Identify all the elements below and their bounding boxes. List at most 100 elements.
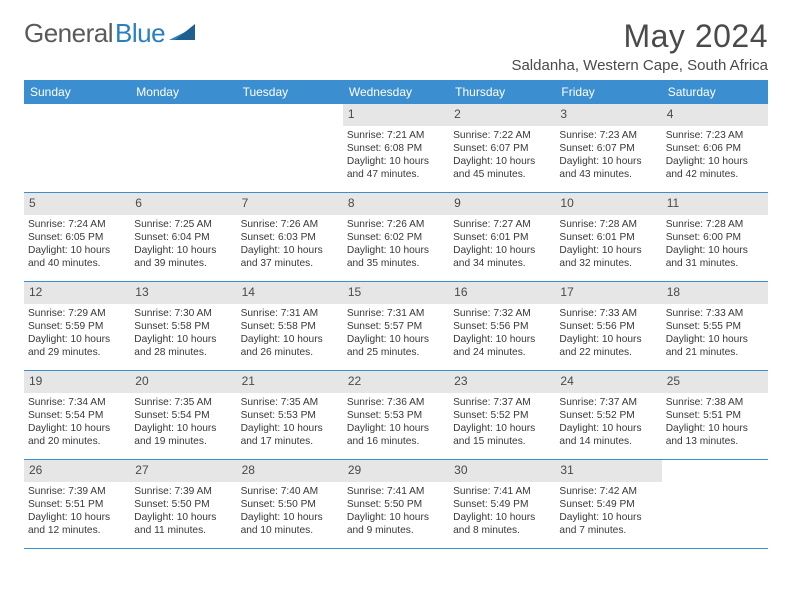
week-row: ...1Sunrise: 7:21 AMSunset: 6:08 PMDayli…: [24, 104, 768, 193]
day-number: 11: [662, 193, 768, 215]
dow-friday: Friday: [555, 80, 661, 104]
day-cell: 21Sunrise: 7:35 AMSunset: 5:53 PMDayligh…: [237, 371, 343, 459]
header: GeneralBlue May 2024 Saldanha, Western C…: [24, 18, 768, 74]
sunrise-text: Sunrise: 7:33 AM: [666, 307, 764, 320]
calendar-page: GeneralBlue May 2024 Saldanha, Western C…: [0, 0, 792, 549]
sunrise-text: Sunrise: 7:34 AM: [28, 396, 126, 409]
sunset-text: Sunset: 5:57 PM: [347, 320, 445, 333]
daylight-text: Daylight: 10 hours and 45 minutes.: [453, 155, 551, 182]
sunset-text: Sunset: 6:08 PM: [347, 142, 445, 155]
sunset-text: Sunset: 5:49 PM: [453, 498, 551, 511]
dow-sunday: Sunday: [24, 80, 130, 104]
day-number: 29: [343, 460, 449, 482]
daylight-text: Daylight: 10 hours and 14 minutes.: [559, 422, 657, 449]
sunset-text: Sunset: 5:54 PM: [134, 409, 232, 422]
dow-saturday: Saturday: [662, 80, 768, 104]
sunrise-text: Sunrise: 7:38 AM: [666, 396, 764, 409]
daylight-text: Daylight: 10 hours and 40 minutes.: [28, 244, 126, 271]
sunset-text: Sunset: 5:51 PM: [666, 409, 764, 422]
day-cell: 27Sunrise: 7:39 AMSunset: 5:50 PMDayligh…: [130, 460, 236, 548]
day-cell: 25 Sunrise: 7:38 AMSunset: 5:51 PMDayligh…: [662, 371, 768, 459]
day-number: 10: [555, 193, 661, 215]
sunset-text: Sunset: 5:56 PM: [453, 320, 551, 333]
daylight-text: Daylight: 10 hours and 13 minutes.: [666, 422, 764, 449]
daylight-text: Daylight: 10 hours and 28 minutes.: [134, 333, 232, 360]
day-cell: 18Sunrise: 7:33 AMSunset: 5:55 PMDayligh…: [662, 282, 768, 370]
sunrise-text: Sunrise: 7:28 AM: [559, 218, 657, 231]
sunrise-text: Sunrise: 7:24 AM: [28, 218, 126, 231]
sunrise-text: Sunrise: 7:36 AM: [347, 396, 445, 409]
daylight-text: Daylight: 10 hours and 26 minutes.: [241, 333, 339, 360]
sunrise-text: Sunrise: 7:22 AM: [453, 129, 551, 142]
sunset-text: Sunset: 5:53 PM: [347, 409, 445, 422]
daylight-text: Daylight: 10 hours and 25 minutes.: [347, 333, 445, 360]
day-cell: 10Sunrise: 7:28 AMSunset: 6:01 PMDayligh…: [555, 193, 661, 281]
week-row: 12Sunrise: 7:29 AMSunset: 5:59 PMDayligh…: [24, 282, 768, 371]
sunrise-text: Sunrise: 7:31 AM: [241, 307, 339, 320]
day-number: 17: [555, 282, 661, 304]
day-cell: 15 Sunrise: 7:31 AMSunset: 5:57 PMDayligh…: [343, 282, 449, 370]
daylight-text: Daylight: 10 hours and 24 minutes.: [453, 333, 551, 360]
day-cell: 14Sunrise: 7:31 AMSunset: 5:58 PMDayligh…: [237, 282, 343, 370]
day-cell: 22Sunrise: 7:36 AMSunset: 5:53 PMDayligh…: [343, 371, 449, 459]
day-number: 15: [343, 282, 449, 304]
sunset-text: Sunset: 5:52 PM: [453, 409, 551, 422]
sunrise-text: Sunrise: 7:32 AM: [453, 307, 551, 320]
dow-thursday: Thursday: [449, 80, 555, 104]
day-cell: 23Sunrise: 7:37 AMSunset: 5:52 PMDayligh…: [449, 371, 555, 459]
day-cell: 1Sunrise: 7:21 AMSunset: 6:08 PMDaylight…: [343, 104, 449, 192]
sunrise-text: Sunrise: 7:33 AM: [559, 307, 657, 320]
daylight-text: Daylight: 10 hours and 34 minutes.: [453, 244, 551, 271]
day-number: 19: [24, 371, 130, 393]
sunset-text: Sunset: 5:53 PM: [241, 409, 339, 422]
sunset-text: Sunset: 5:56 PM: [559, 320, 657, 333]
sunrise-text: Sunrise: 7:35 AM: [134, 396, 232, 409]
calendar-grid: Sunday Monday Tuesday Wednesday Thursday…: [24, 80, 768, 549]
day-cell: 17Sunrise: 7:33 AMSunset: 5:56 PMDayligh…: [555, 282, 661, 370]
day-number: 13: [130, 282, 236, 304]
sunrise-text: Sunrise: 7:31 AM: [347, 307, 445, 320]
sunset-text: Sunset: 6:00 PM: [666, 231, 764, 244]
day-number: 16: [449, 282, 555, 304]
sunrise-text: Sunrise: 7:37 AM: [453, 396, 551, 409]
sunrise-text: Sunrise: 7:23 AM: [559, 129, 657, 142]
daylight-text: Daylight: 10 hours and 42 minutes.: [666, 155, 764, 182]
sunrise-text: Sunrise: 7:26 AM: [347, 218, 445, 231]
day-cell: 31 Sunrise: 7:42 AMSunset: 5:49 PMDayligh…: [555, 460, 661, 548]
daylight-text: Daylight: 10 hours and 21 minutes.: [666, 333, 764, 360]
daylight-text: Daylight: 10 hours and 7 minutes.: [559, 511, 657, 538]
daylight-text: Daylight: 10 hours and 16 minutes.: [347, 422, 445, 449]
daylight-text: Daylight: 10 hours and 9 minutes.: [347, 511, 445, 538]
day-cell: 6Sunrise: 7:25 AMSunset: 6:04 PMDaylight…: [130, 193, 236, 281]
day-number: 31: [555, 460, 661, 482]
month-title: May 2024: [511, 18, 768, 55]
sunset-text: Sunset: 6:03 PM: [241, 231, 339, 244]
daylight-text: Daylight: 10 hours and 15 minutes.: [453, 422, 551, 449]
location: Saldanha, Western Cape, South Africa: [511, 57, 768, 74]
day-number: 27: [130, 460, 236, 482]
day-cell: 4Sunrise: 7:23 AMSunset: 6:06 PMDaylight…: [662, 104, 768, 192]
sunrise-text: Sunrise: 7:21 AM: [347, 129, 445, 142]
day-number: 28: [237, 460, 343, 482]
sunrise-text: Sunrise: 7:42 AM: [559, 485, 657, 498]
day-cell: 11Sunrise: 7:28 AMSunset: 6:00 PMDayligh…: [662, 193, 768, 281]
sunrise-text: Sunrise: 7:37 AM: [559, 396, 657, 409]
sunset-text: Sunset: 6:07 PM: [559, 142, 657, 155]
day-cell: 5Sunrise: 7:24 AMSunset: 6:05 PMDaylight…: [24, 193, 130, 281]
week-row: 26Sunrise: 7:39 AMSunset: 5:51 PMDayligh…: [24, 460, 768, 549]
sunset-text: Sunset: 5:55 PM: [666, 320, 764, 333]
sunset-text: Sunset: 6:04 PM: [134, 231, 232, 244]
day-cell: 3Sunrise: 7:23 AMSunset: 6:07 PMDaylight…: [555, 104, 661, 192]
sunset-text: Sunset: 6:01 PM: [559, 231, 657, 244]
sunset-text: Sunset: 5:49 PM: [559, 498, 657, 511]
sunrise-text: Sunrise: 7:39 AM: [28, 485, 126, 498]
daylight-text: Daylight: 10 hours and 43 minutes.: [559, 155, 657, 182]
logo-mark-icon: [169, 24, 195, 44]
day-cell: 9Sunrise: 7:27 AMSunset: 6:01 PMDaylight…: [449, 193, 555, 281]
day-number: 9: [449, 193, 555, 215]
day-number: 12: [24, 282, 130, 304]
day-cell: 7Sunrise: 7:26 AMSunset: 6:03 PMDaylight…: [237, 193, 343, 281]
day-number: 25: [662, 371, 768, 393]
daylight-text: Daylight: 10 hours and 19 minutes.: [134, 422, 232, 449]
sunset-text: Sunset: 5:58 PM: [241, 320, 339, 333]
